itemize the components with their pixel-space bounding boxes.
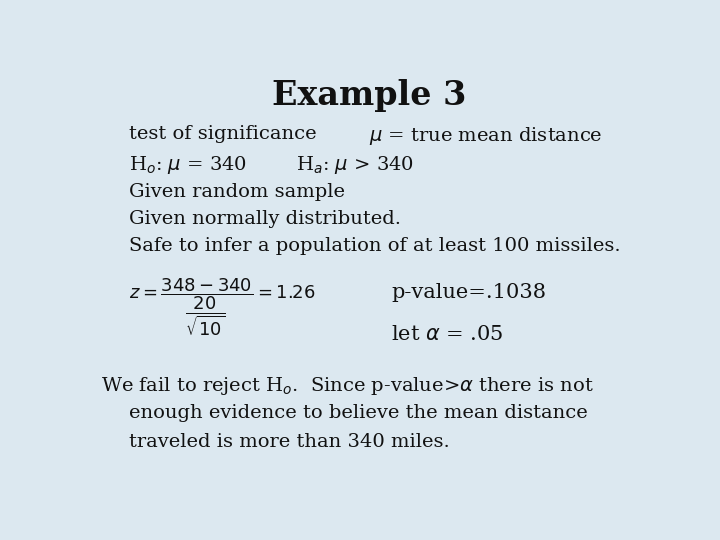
Text: H$_o$: $\mu$ = 340: H$_o$: $\mu$ = 340: [129, 154, 247, 176]
Text: We fail to reject H$_o$.  Since p-value>$\alpha$ there is not: We fail to reject H$_o$. Since p-value>$…: [101, 375, 594, 396]
Text: p-value=.1038: p-value=.1038: [392, 283, 546, 302]
Text: Safe to infer a population of at least 100 missiles.: Safe to infer a population of at least 1…: [129, 238, 621, 255]
Text: let $\alpha$ = .05: let $\alpha$ = .05: [392, 325, 503, 343]
Text: traveled is more than 340 miles.: traveled is more than 340 miles.: [129, 433, 450, 451]
Text: H$_a$: $\mu$ > 340: H$_a$: $\mu$ > 340: [297, 154, 415, 176]
Text: Example 3: Example 3: [272, 79, 466, 112]
Text: test of significance: test of significance: [129, 125, 317, 143]
Text: $\mu$ = true mean distance: $\mu$ = true mean distance: [369, 125, 603, 147]
Text: Given random sample: Given random sample: [129, 183, 345, 201]
Text: $z = \dfrac{348-340}{\dfrac{20}{\sqrt{10}}} = 1.26$: $z = \dfrac{348-340}{\dfrac{20}{\sqrt{10…: [129, 277, 315, 339]
Text: Given normally distributed.: Given normally distributed.: [129, 210, 401, 228]
Text: enough evidence to believe the mean distance: enough evidence to believe the mean dist…: [129, 404, 588, 422]
